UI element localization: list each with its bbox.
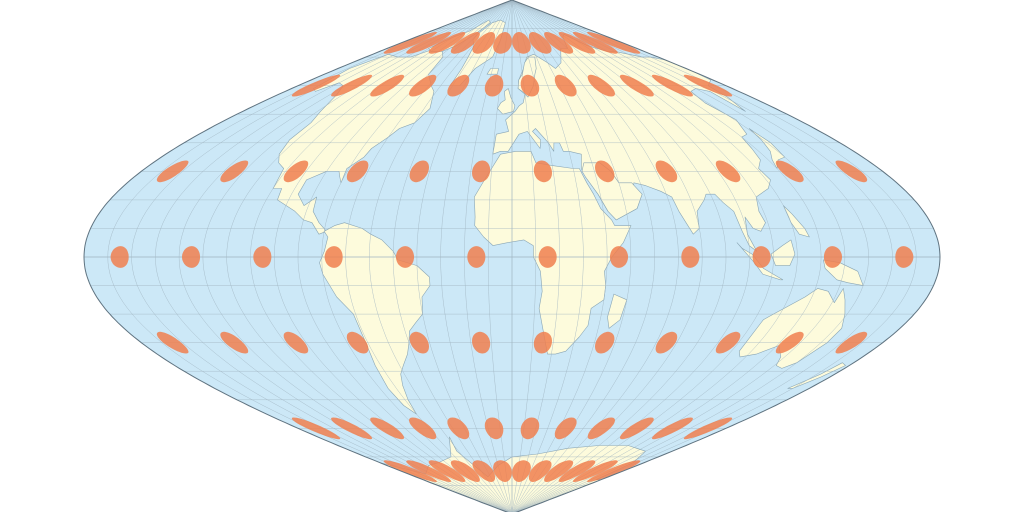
tissot-indicatrix (512, 460, 531, 482)
tissot-indicatrix (587, 74, 615, 97)
tissot-indicatrix (472, 331, 491, 354)
tissot-indicatrix (512, 32, 531, 54)
tissot-indicatrix (544, 460, 574, 482)
tissot-indicatrix (409, 160, 429, 183)
tissot-indicatrix (544, 32, 574, 54)
tissot-indicatrix (324, 246, 343, 268)
land-british-isles (497, 88, 516, 115)
tissot-indicatrix (835, 331, 868, 354)
land-south-america (319, 222, 431, 415)
tissot-indicatrix (572, 460, 618, 482)
tissot-indicatrix (683, 417, 733, 440)
tissot-indicatrix (346, 160, 369, 183)
tissot-indicatrix (538, 246, 557, 268)
tissot-indicatrix (493, 32, 512, 54)
tissot-indicatrix (156, 331, 189, 354)
tissot-indicatrix (283, 160, 309, 183)
tissot-indicatrix (587, 32, 641, 54)
tissot-indicatrix (558, 32, 596, 54)
map-outline (83, 0, 941, 512)
land-borneo (770, 239, 796, 266)
tissot-indicatrix (110, 246, 129, 268)
tissot-indicatrix (182, 246, 200, 268)
tissot-indicatrix (156, 160, 189, 183)
tissot-indicatrix (291, 74, 341, 97)
tissot-indicatrix (428, 460, 466, 482)
tissot-indicatrix (396, 246, 414, 268)
tissot-indicatrix (220, 160, 249, 183)
tissot-indicatrix (383, 460, 437, 482)
tissot-indicatrix (253, 246, 272, 268)
tissot-indicatrix (528, 32, 552, 54)
tissot-indicatrix (655, 331, 678, 354)
tissot-indicatrix (370, 74, 405, 97)
tissot-indicatrix (370, 417, 405, 440)
tissot-indicatrix (484, 74, 504, 97)
tissot-indicatrix (283, 331, 309, 354)
tissot-indicatrix (681, 246, 700, 268)
tissot-indicatrix (824, 246, 842, 268)
tissot-indicatrix (595, 160, 615, 183)
tissot-indicatrix (447, 74, 470, 97)
tissot-indicatrix (520, 417, 540, 440)
tissot-indicatrix (533, 160, 552, 183)
tissot-indicatrix (558, 460, 596, 482)
tissot-indicatrix (331, 417, 373, 440)
tissot-indicatrix (587, 417, 615, 440)
tissot-indicatrices (110, 32, 914, 482)
tissot-indicatrix (447, 417, 470, 440)
tissot-indicatrix (572, 32, 618, 54)
tissot-indicatrix (520, 74, 540, 97)
land-madagascar (607, 293, 628, 329)
land-iceland (486, 68, 499, 75)
tissot-indicatrix (291, 417, 341, 440)
tissot-indicatrix (220, 331, 249, 354)
tissot-indicatrix (467, 246, 486, 268)
tissot-indicatrix (587, 460, 641, 482)
tissot-indicatrix (595, 331, 615, 354)
tissot-indicatrix (651, 74, 693, 97)
tissot-indicatrix (383, 32, 437, 54)
tissot-indicatrix (472, 460, 496, 482)
tissot-indicatrix (450, 460, 480, 482)
tissot-indicatrix (610, 246, 628, 268)
tissot-indicatrix (409, 417, 437, 440)
tissot-indicatrix (655, 160, 678, 183)
tissot-indicatrix (428, 32, 466, 54)
tissot-indicatrix (775, 160, 804, 183)
tissot-indicatrix (406, 460, 452, 482)
tissot-indicatrix (715, 331, 741, 354)
tissot-indicatrix (533, 331, 552, 354)
tissot-indicatrix (484, 417, 504, 440)
tissot-indicatrix (472, 160, 491, 183)
tissot-indicatrix (493, 460, 512, 482)
tissot-indicatrix (651, 417, 693, 440)
tissot-indicatrix (619, 417, 654, 440)
tissot-indicatrix (835, 160, 868, 183)
tissot-indicatrix (619, 74, 654, 97)
tissot-indicatrix (775, 331, 804, 354)
tissot-indicatrix (450, 32, 480, 54)
tissot-indicatrix (715, 160, 741, 183)
tissot-indicatrix (895, 246, 914, 268)
tissot-indicatrix (409, 74, 437, 97)
tissot-indicatrix (752, 246, 771, 268)
tissot-indicatrix (346, 331, 369, 354)
land-japan (748, 128, 785, 169)
tissot-indicatrix (406, 32, 452, 54)
tissot-indicatrix (528, 460, 552, 482)
tissot-indicatrix (683, 74, 733, 97)
tissot-indicatrix (472, 32, 496, 54)
tissot-indicatrix (409, 331, 429, 354)
tissot-indicatrix (331, 74, 373, 97)
tissot-indicatrix (554, 417, 577, 440)
tissot-indicatrix (554, 74, 577, 97)
globe-outline (83, 0, 941, 512)
